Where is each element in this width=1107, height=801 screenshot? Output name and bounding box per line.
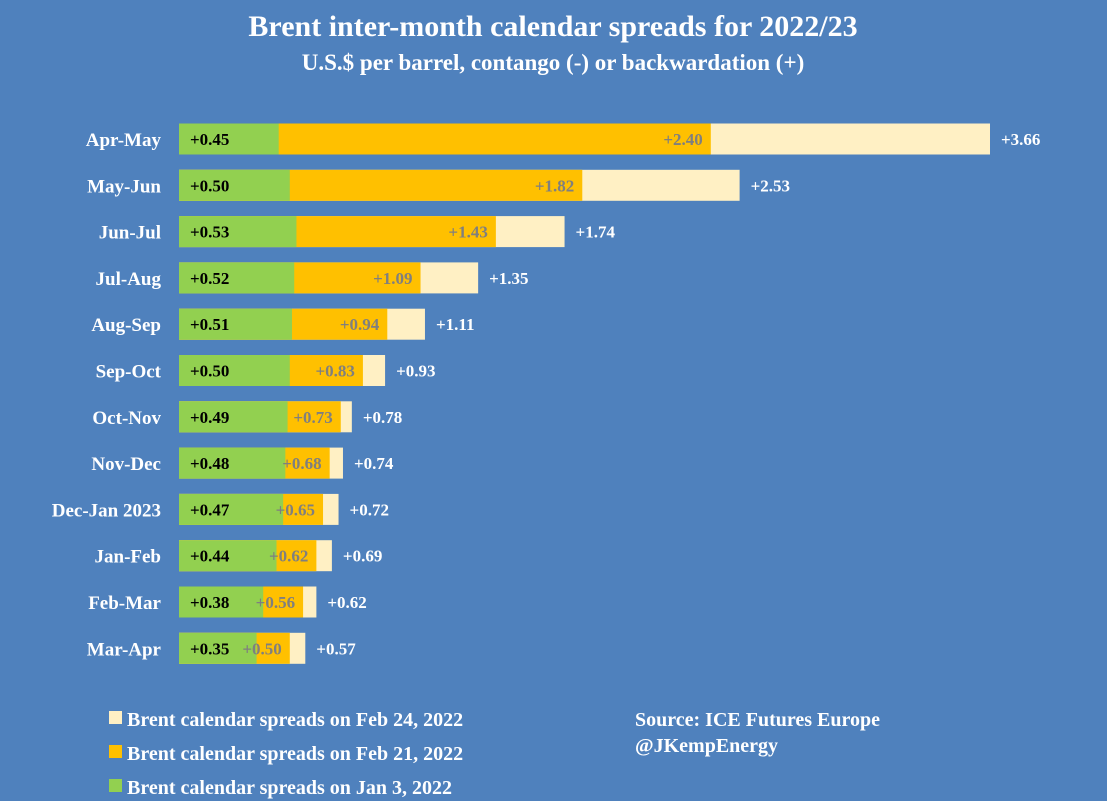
data-label: +0.73 <box>293 408 332 427</box>
category-label: Dec-Jan 2023 <box>52 500 161 521</box>
data-label: +0.62 <box>327 593 366 612</box>
bar-jan3 <box>179 401 288 433</box>
data-label: +0.57 <box>316 639 356 658</box>
legend-swatch <box>109 711 122 724</box>
author-annotation: @JKempEnergy <box>635 735 778 757</box>
category-label: Jul-Aug <box>96 269 162 290</box>
category-label: May-Jun <box>87 176 161 197</box>
bar-jan3 <box>179 169 290 201</box>
data-label: +1.43 <box>448 223 487 242</box>
bar-jan3 <box>179 540 277 572</box>
data-label: +0.74 <box>354 454 394 473</box>
source-annotation: Source: ICE Futures Europe <box>635 709 880 731</box>
legend-label: Brent calendar spreads on Feb 24, 2022 <box>127 709 463 731</box>
data-label: +0.93 <box>396 362 435 381</box>
data-label: +0.83 <box>315 362 354 381</box>
bar-jan3 <box>179 355 290 386</box>
category-label: Mar-Apr <box>87 639 162 660</box>
data-label: +1.09 <box>373 269 412 288</box>
data-label: +0.48 <box>190 454 229 473</box>
data-label: +1.74 <box>576 223 616 242</box>
data-label: +0.44 <box>190 547 230 566</box>
category-label: Sep-Oct <box>96 362 162 383</box>
data-label: +0.50 <box>190 176 229 195</box>
chart-subtitle: U.S.$ per barrel, contango (-) or backwa… <box>302 50 804 75</box>
chart-title: Brent inter-month calendar spreads for 2… <box>248 10 857 43</box>
data-label: +0.72 <box>350 500 389 519</box>
bar-jan3 <box>179 123 279 155</box>
category-label: Nov-Dec <box>91 454 161 475</box>
data-label: +3.66 <box>1001 130 1040 149</box>
data-label: +0.78 <box>363 408 402 427</box>
data-label: +0.47 <box>190 500 230 519</box>
bar-jan3 <box>179 632 257 664</box>
category-label: Feb-Mar <box>88 593 161 614</box>
data-label: +0.51 <box>190 315 229 334</box>
data-label: +0.62 <box>269 547 308 566</box>
legend-swatch <box>109 779 122 792</box>
legend-label: Brent calendar spreads on Jan 3, 2022 <box>127 777 452 799</box>
legend-label: Brent calendar spreads on Feb 21, 2022 <box>127 743 463 765</box>
data-label: +0.49 <box>190 408 229 427</box>
legend-swatch <box>109 745 122 758</box>
data-label: +0.68 <box>282 454 321 473</box>
category-label: Jun-Jul <box>99 223 161 244</box>
data-label: +1.82 <box>535 176 574 195</box>
data-label: +2.53 <box>751 176 790 195</box>
bar-jan3 <box>179 262 295 294</box>
category-label: Aug-Sep <box>91 315 161 336</box>
category-label: Jan-Feb <box>95 547 162 568</box>
bar-jan3 <box>179 216 297 248</box>
data-label: +0.53 <box>190 223 229 242</box>
bar-jan3 <box>179 447 286 479</box>
data-label: +0.65 <box>276 500 315 519</box>
data-label: +0.69 <box>343 547 382 566</box>
data-label: +0.94 <box>340 315 380 334</box>
bar-jan3 <box>179 493 284 525</box>
data-label: +0.52 <box>190 269 229 288</box>
data-label: +0.45 <box>190 130 229 149</box>
bar-jan3 <box>179 586 264 618</box>
data-label: +1.11 <box>436 315 475 334</box>
data-label: +1.35 <box>489 269 528 288</box>
category-label: Oct-Nov <box>92 408 161 429</box>
data-label: +0.56 <box>256 593 295 612</box>
data-label: +0.38 <box>190 593 229 612</box>
data-label: +0.50 <box>242 639 281 658</box>
category-label: Apr-May <box>86 130 162 151</box>
bar-jan3 <box>179 308 293 340</box>
data-label: +0.35 <box>190 639 229 658</box>
data-label: +2.40 <box>663 130 702 149</box>
data-label: +0.50 <box>190 362 229 381</box>
